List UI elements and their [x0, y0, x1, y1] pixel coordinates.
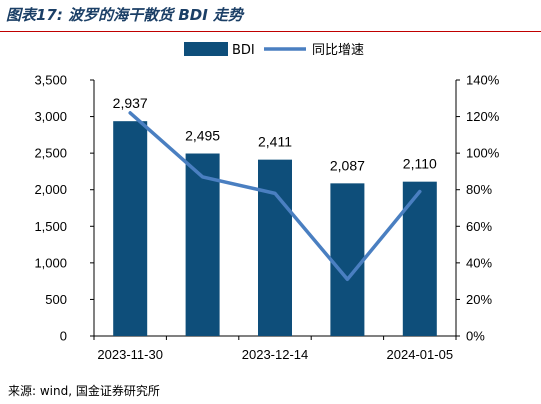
- bar-value-label: 2,087: [330, 157, 365, 173]
- y2-tick-label: 0%: [466, 329, 485, 344]
- bar-value-label: 2,937: [113, 95, 148, 111]
- bar: [185, 153, 220, 336]
- x-tick-label: 2024-01-05: [387, 347, 454, 362]
- figure-title: 图表17: 波罗的海干散货 BDI 走势: [6, 6, 244, 24]
- y-tick-label: 3,000: [34, 109, 67, 124]
- y2-tick-label: 120%: [466, 109, 500, 124]
- legend-line-label: 同比增速: [312, 43, 364, 58]
- x-tick-label: 2023-11-30: [97, 347, 163, 362]
- y-tick-label: 1,000: [34, 255, 67, 270]
- legend-bar-swatch: [184, 42, 228, 56]
- y-tick-label: 0: [60, 329, 67, 344]
- x-tick-label: 2023-12-14: [242, 347, 309, 362]
- y2-tick-label: 20%: [466, 292, 492, 307]
- bdi-chart: 0 500 1,000 1,500 2,000 2,500 3,000 3,500 0% 20% 4…: [34, 42, 500, 362]
- y2-tick-label: 140%: [466, 73, 500, 88]
- bar-value-label: 2,411: [258, 134, 292, 150]
- y-tick-label: 2,500: [34, 146, 67, 161]
- y2-tick-label: 80%: [466, 182, 492, 197]
- bar-value-label: 2,495: [185, 128, 220, 144]
- y2-tick-label: 60%: [466, 219, 492, 234]
- y-tick-label: 2,000: [34, 182, 67, 197]
- y-tick-label: 1,500: [34, 219, 67, 234]
- y2-tick-label: 100%: [466, 146, 500, 161]
- bar: [258, 159, 292, 336]
- title-divider: [0, 31, 541, 32]
- y2-tick-label: 40%: [466, 255, 492, 270]
- y-tick-label: 3,500: [34, 73, 67, 88]
- bar: [113, 121, 148, 336]
- bar: [330, 183, 365, 336]
- legend-bar-label: BDI: [232, 43, 255, 58]
- y-tick-label: 500: [45, 292, 67, 307]
- bar-value-label: 2,110: [403, 156, 437, 172]
- source-note: 来源: wind, 国金证券研究所: [8, 384, 160, 398]
